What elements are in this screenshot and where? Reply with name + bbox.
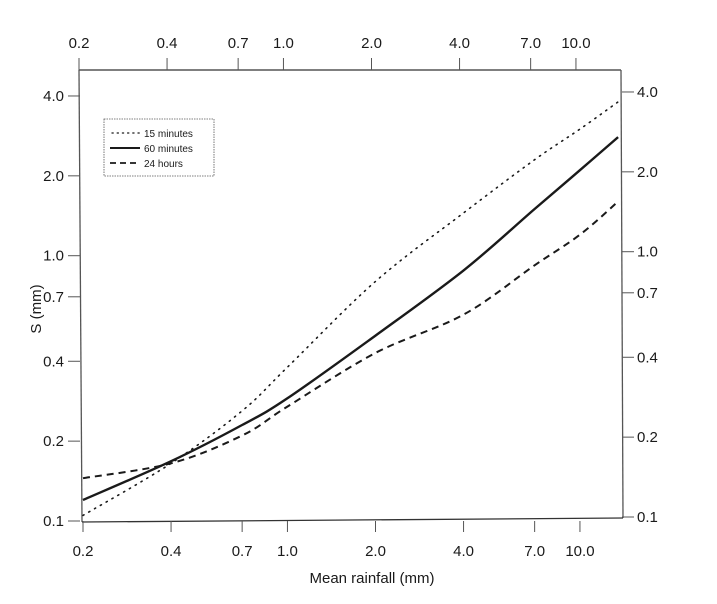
y-left-tick-label: 4.0 (43, 88, 64, 105)
y-right-tick-label: 0.2 (637, 429, 658, 446)
y-left-tick-label: 0.1 (43, 513, 64, 530)
x-top-tick-label: 2.0 (361, 35, 382, 52)
series-15-minutes (82, 101, 619, 517)
series-layer (82, 101, 619, 517)
y-left-tick-label: 1.0 (43, 248, 64, 265)
x-top-tick-label: 4.0 (449, 35, 470, 52)
y-right-tick-label: 0.7 (637, 285, 658, 302)
x-top-tick-label: 0.7 (228, 35, 249, 52)
x-top-tick-label: 1.0 (273, 35, 294, 52)
x-bottom-tick-label: 7.0 (524, 543, 545, 560)
svg-text:60 minutes: 60 minutes (144, 144, 193, 155)
x-top-tick-label: 0.2 (69, 35, 90, 52)
y-left-tick-label: 2.0 (43, 168, 64, 185)
legend-item-24-hours: 24 hours (110, 159, 183, 170)
y-right-tick-label: 1.0 (637, 244, 658, 261)
legend-item-60-minutes: 60 minutes (110, 144, 193, 155)
y-axis-right: 0.1 0.2 0.4 0.7 1.0 2.0 4.0 (622, 84, 658, 526)
y-right-tick-label: 4.0 (637, 84, 658, 101)
series-60-minutes (82, 136, 619, 502)
legend: 15 minutes 60 minutes 24 hours (103, 118, 215, 177)
y-left-tick-label: 0.2 (43, 433, 64, 450)
x-top-tick-label: 10.0 (561, 35, 590, 52)
x-bottom-tick-label: 0.4 (161, 543, 182, 560)
x-bottom-tick-label: 0.7 (232, 543, 253, 560)
y-right-tick-label: 0.1 (637, 509, 658, 526)
y-right-tick-label: 0.4 (637, 349, 658, 366)
x-axis-top: 0.2 0.4 0.7 1.0 2.0 4.0 7.0 10.0 (69, 35, 591, 70)
y-axis-left: 0.1 0.2 0.4 0.7 1.0 2.0 4.0 (43, 88, 80, 530)
x-bottom-tick-label: 2.0 (365, 543, 386, 560)
y-left-tick-label: 0.7 (43, 289, 64, 306)
x-top-tick-label: 7.0 (520, 35, 541, 52)
svg-text:24 hours: 24 hours (144, 159, 183, 170)
legend-item-15-minutes: 15 minutes (111, 129, 193, 140)
x-bottom-tick-label: 4.0 (453, 543, 474, 560)
y-left-tick-label: 0.4 (43, 353, 64, 370)
y-axis-title: S (mm) (28, 284, 45, 333)
svg-text:15 minutes: 15 minutes (144, 129, 193, 140)
x-top-tick-label: 0.4 (157, 35, 178, 52)
series-24-hours (82, 200, 619, 480)
x-bottom-tick-label: 1.0 (277, 543, 298, 560)
x-axis-title: Mean rainfall (mm) (309, 570, 434, 587)
x-bottom-tick-label: 10.0 (565, 543, 594, 560)
x-bottom-tick-label: 0.2 (73, 543, 94, 560)
y-right-tick-label: 2.0 (637, 164, 658, 181)
x-axis-bottom: 0.2 0.4 0.7 1.0 2.0 4.0 7.0 10.0 (73, 521, 595, 560)
